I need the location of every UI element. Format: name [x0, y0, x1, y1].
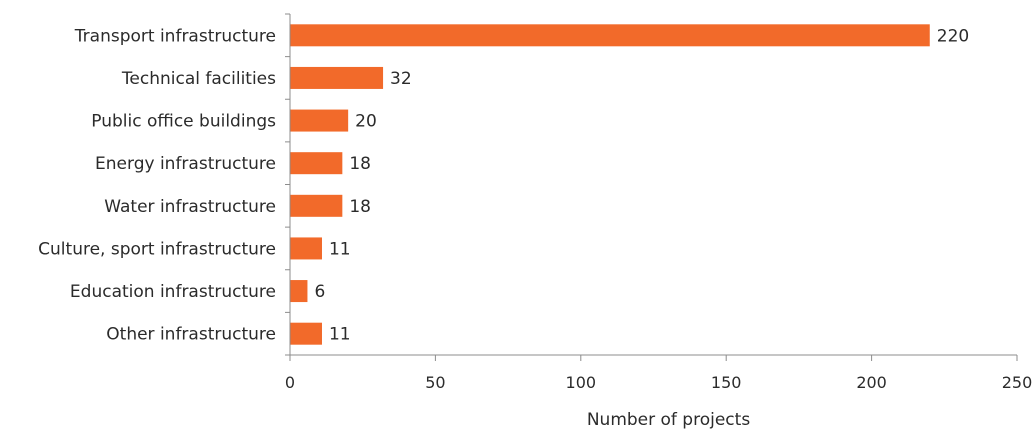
- data-label: 18: [349, 154, 371, 174]
- value-labels: 220 32 20 18 18 11 6 11: [314, 26, 969, 344]
- axes: [289, 14, 1017, 356]
- data-label: 220: [937, 26, 969, 46]
- x-tick-label: 50: [425, 373, 445, 392]
- data-label: 11: [329, 239, 351, 259]
- bar: [290, 194, 343, 217]
- category-label: Energy infrastructure: [95, 154, 276, 174]
- category-label: Public office buildings: [91, 112, 276, 132]
- bar: [290, 109, 349, 132]
- x-tick-label: 250: [1002, 373, 1033, 392]
- x-tick-label: 150: [711, 373, 742, 392]
- bars-group: [290, 24, 930, 345]
- x-tick-label: 0: [285, 373, 295, 392]
- data-label: 11: [329, 325, 351, 345]
- bar: [290, 66, 384, 89]
- category-label: Culture, sport infrastructure: [38, 239, 276, 259]
- bar: [290, 322, 322, 345]
- data-label: 18: [349, 197, 371, 217]
- category-label: Education infrastructure: [70, 282, 276, 302]
- category-label: Other infrastructure: [106, 325, 276, 345]
- x-axis-title: Number of projects: [587, 410, 750, 430]
- x-tick-label: 200: [856, 373, 887, 392]
- bar: [290, 237, 322, 260]
- x-axis-ticks: 0 50 100 150 200 250: [285, 13, 1033, 392]
- bar: [290, 280, 308, 303]
- category-label: Water infrastructure: [104, 197, 276, 217]
- bar: [290, 152, 343, 175]
- category-labels: Transport infrastructure Technical facili…: [38, 26, 276, 344]
- data-label: 6: [314, 282, 325, 302]
- bar: [290, 24, 930, 47]
- data-label: 32: [390, 69, 412, 89]
- category-label: Technical facilities: [121, 69, 276, 89]
- data-label: 20: [355, 112, 377, 132]
- category-label: Transport infrastructure: [74, 26, 276, 46]
- x-tick-label: 100: [566, 373, 597, 392]
